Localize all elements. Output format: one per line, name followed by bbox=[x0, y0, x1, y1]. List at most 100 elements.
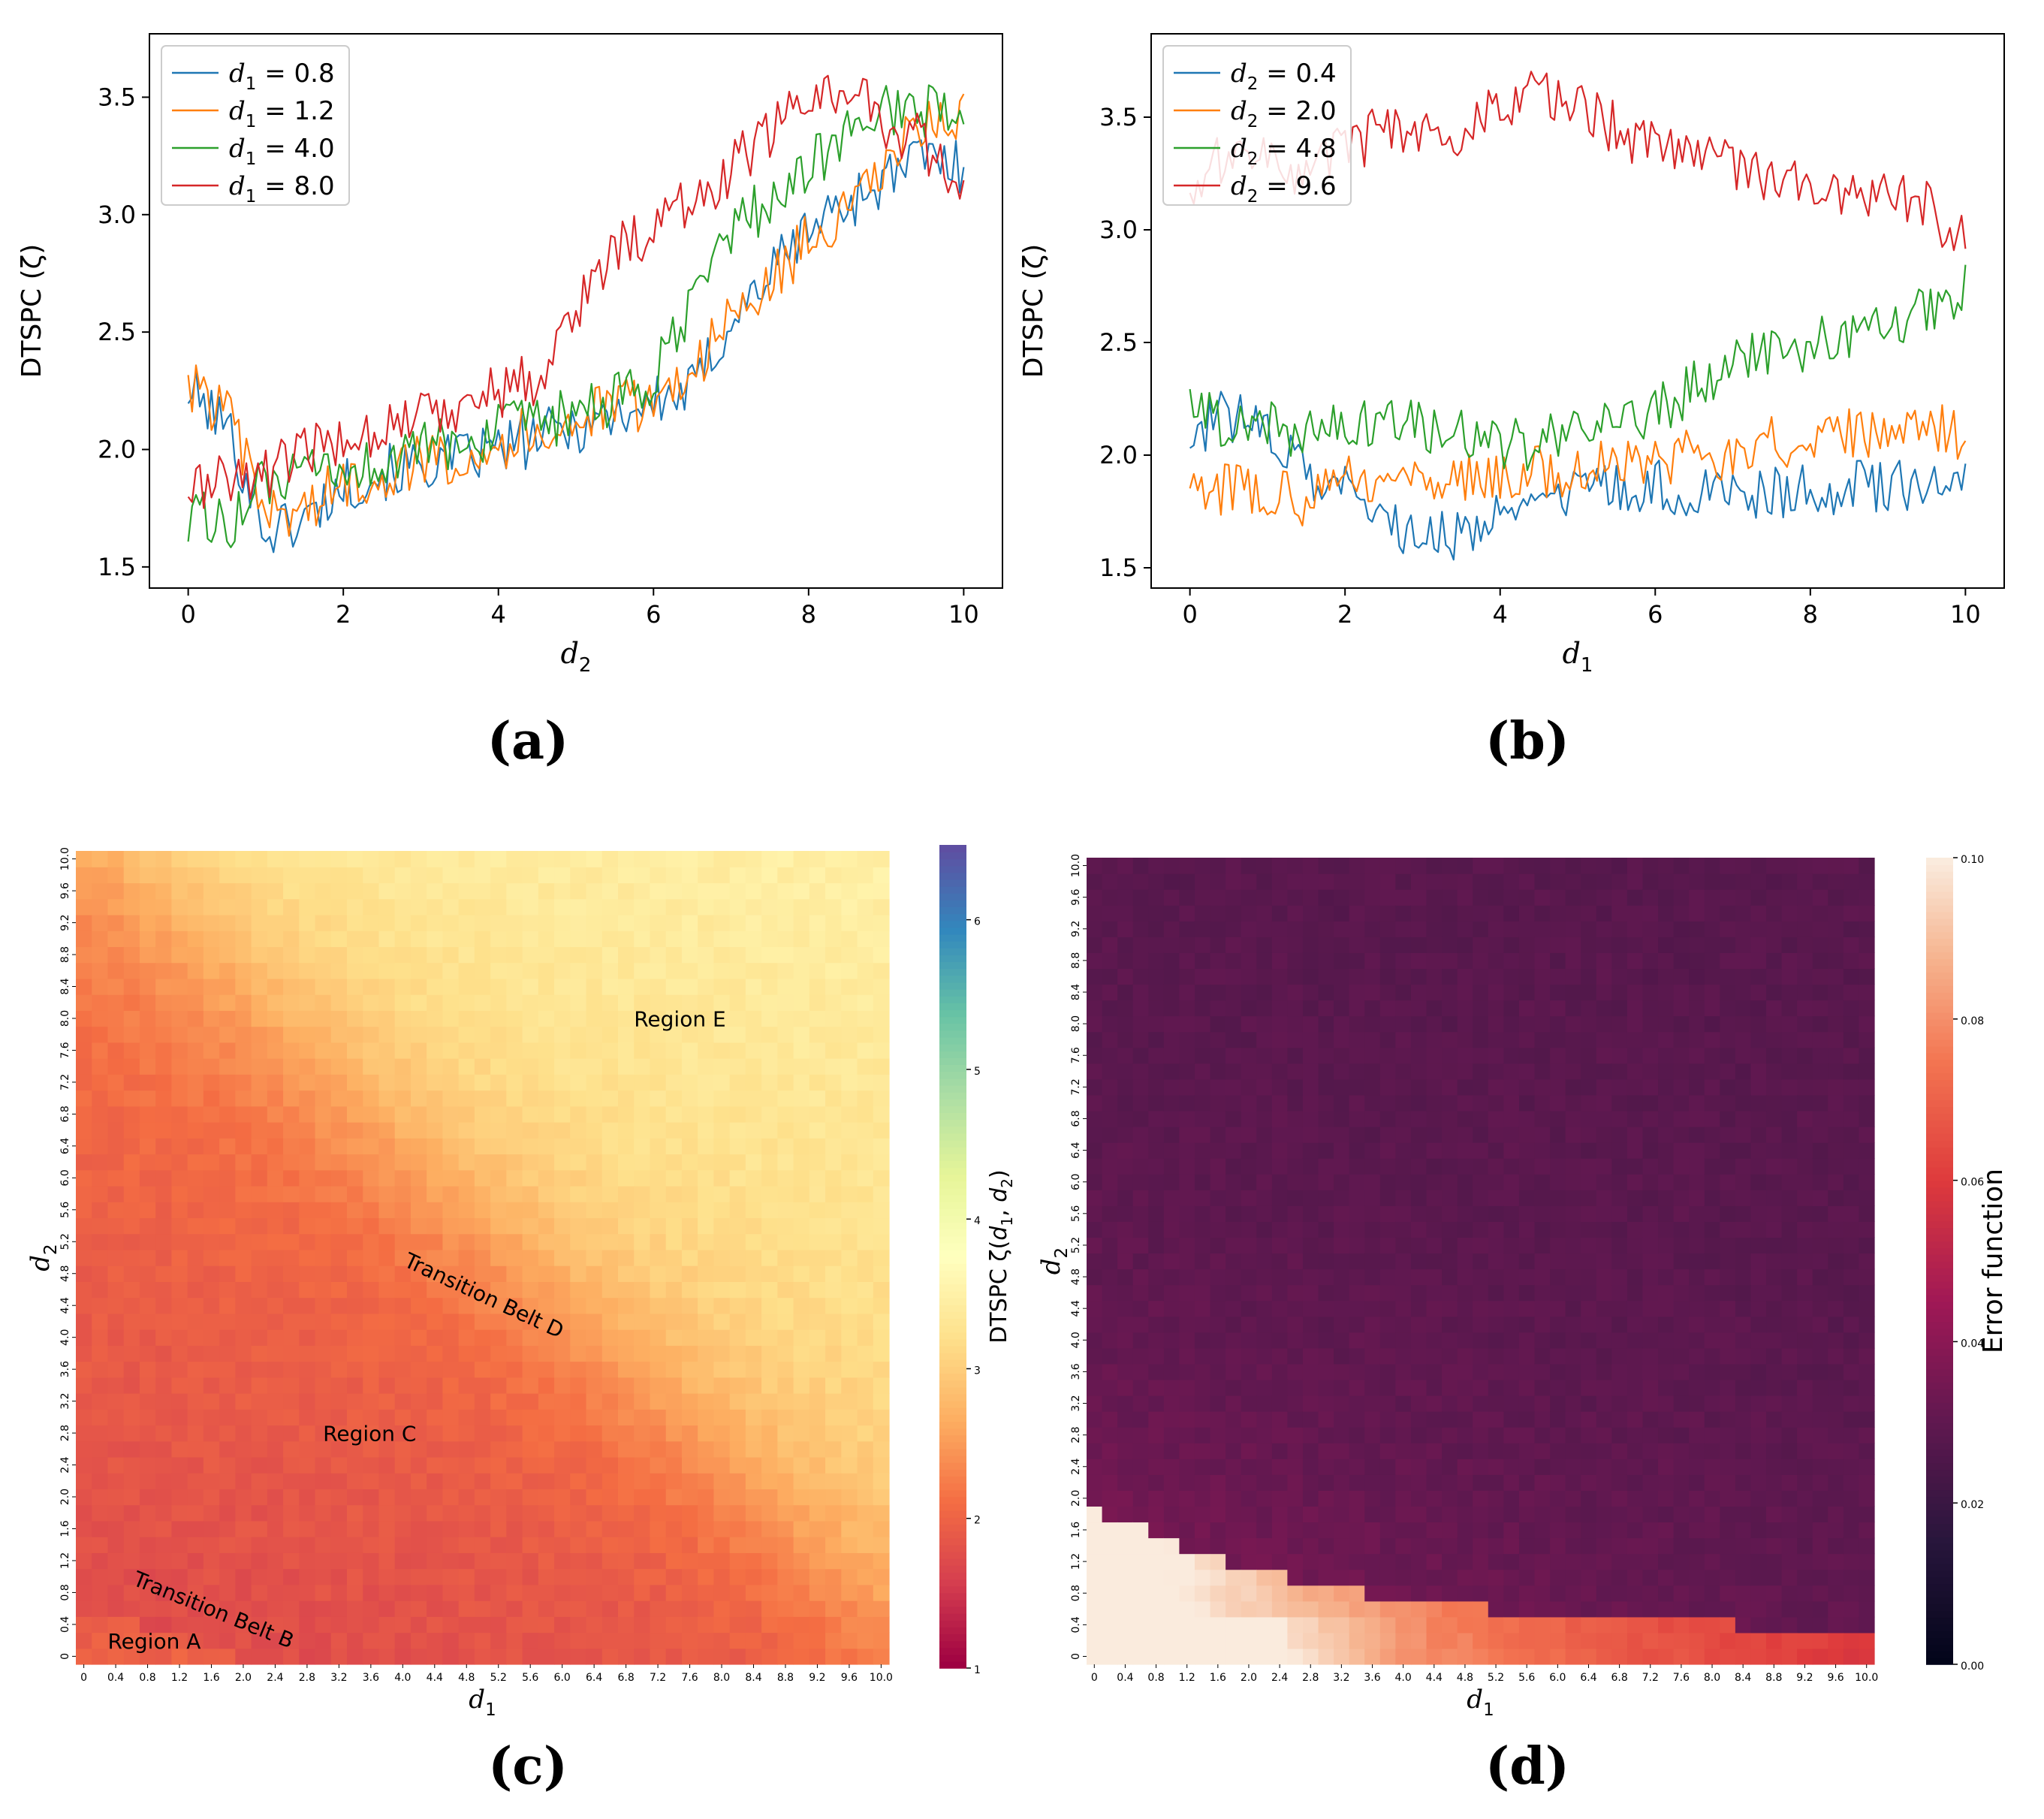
heatmap-cell bbox=[299, 1026, 316, 1043]
heatmap-cell bbox=[1225, 1268, 1242, 1286]
heatmap-cell bbox=[586, 1552, 603, 1570]
heatmap-cell bbox=[665, 1074, 683, 1091]
heatmap-cell bbox=[394, 1138, 412, 1155]
heatmap-cell bbox=[698, 962, 715, 979]
heatmap-cell bbox=[1689, 1427, 1705, 1443]
heatmap-cell bbox=[634, 1026, 651, 1043]
heatmap-cell bbox=[1488, 1585, 1504, 1602]
heatmap-cell bbox=[1658, 1490, 1675, 1507]
heatmap-cell bbox=[809, 1297, 826, 1314]
heatmap-cell bbox=[793, 1042, 810, 1059]
heatmap-cell bbox=[490, 931, 507, 948]
colorbar-step bbox=[939, 913, 966, 922]
heatmap-cell bbox=[825, 1504, 842, 1522]
heatmap-cell bbox=[442, 1074, 460, 1091]
heatmap-cell bbox=[1210, 1569, 1226, 1586]
heatmap-cell bbox=[1503, 1316, 1520, 1333]
heatmap-cell bbox=[1349, 1253, 1365, 1270]
heatmap-cell bbox=[1117, 1459, 1134, 1475]
heatmap-cell bbox=[601, 1169, 619, 1187]
colorbar-step bbox=[939, 1551, 966, 1559]
heatmap-cell bbox=[442, 1010, 460, 1027]
heatmap-cell bbox=[618, 1281, 635, 1299]
heatmap-cell bbox=[442, 1202, 460, 1219]
heatmap-cell bbox=[1658, 1300, 1675, 1317]
heatmap-cell bbox=[1642, 1537, 1659, 1555]
heatmap-cell bbox=[251, 1456, 268, 1474]
heatmap-cell bbox=[410, 931, 427, 948]
heatmap-cell bbox=[1087, 968, 1103, 985]
heatmap-cell bbox=[522, 1010, 539, 1027]
heatmap-cell bbox=[187, 1281, 204, 1299]
heatmap-cell bbox=[1611, 1205, 1628, 1222]
heatmap-cell bbox=[267, 1249, 284, 1266]
heatmap-cell bbox=[761, 1377, 778, 1394]
heatmap-cell bbox=[1488, 1600, 1504, 1618]
heatmap-cell bbox=[1179, 1094, 1195, 1112]
heatmap-cell bbox=[155, 1026, 173, 1043]
heatmap-cell bbox=[1426, 1490, 1443, 1507]
heatmap-cell bbox=[1241, 1522, 1257, 1539]
heatmap-cell bbox=[1457, 968, 1473, 985]
heatmap-cell bbox=[1364, 1363, 1381, 1380]
heatmap-cell bbox=[427, 1473, 444, 1490]
heatmap-cell bbox=[601, 1489, 619, 1506]
heatmap-cell bbox=[219, 1169, 236, 1187]
heatmap-cell bbox=[809, 1233, 826, 1250]
heatmap-cell bbox=[825, 1440, 842, 1458]
heatmap-cell bbox=[522, 1233, 539, 1250]
heatmap-cell bbox=[554, 1504, 571, 1522]
heatmap-cell bbox=[1473, 1379, 1489, 1396]
heatmap-cell bbox=[427, 1074, 444, 1091]
heatmap-cell bbox=[1148, 873, 1165, 890]
y-tick-label: 0 bbox=[59, 1653, 71, 1660]
heatmap-cell bbox=[474, 1568, 491, 1585]
heatmap-cell bbox=[92, 1409, 109, 1426]
heatmap-cell bbox=[745, 1090, 762, 1107]
heatmap-cell bbox=[586, 1504, 603, 1522]
heatmap-cell bbox=[1364, 1078, 1381, 1096]
heatmap-cell bbox=[458, 1489, 475, 1506]
heatmap-cell bbox=[1102, 1047, 1118, 1064]
heatmap-cell bbox=[809, 1058, 826, 1075]
heatmap-cell bbox=[458, 1329, 475, 1346]
heatmap-cell bbox=[1179, 1190, 1195, 1206]
heatmap-cell bbox=[1163, 1110, 1180, 1127]
heatmap-cell bbox=[1148, 1205, 1165, 1222]
heatmap-cell bbox=[554, 1552, 571, 1570]
heatmap-cell bbox=[1117, 1268, 1134, 1286]
heatmap-cell bbox=[1426, 921, 1443, 937]
heatmap-cell bbox=[809, 1345, 826, 1362]
heatmap-cell bbox=[538, 1520, 555, 1537]
heatmap-cell bbox=[1689, 1632, 1705, 1649]
heatmap-cell bbox=[1611, 952, 1628, 970]
heatmap-cell bbox=[745, 1600, 762, 1617]
heatmap-cell bbox=[1565, 1347, 1581, 1365]
heatmap-cell bbox=[570, 1600, 587, 1617]
heatmap-cell bbox=[1364, 1506, 1381, 1523]
heatmap-cell bbox=[1225, 1094, 1242, 1112]
heatmap-cell bbox=[1518, 1031, 1536, 1048]
heatmap-cell bbox=[1163, 1190, 1180, 1206]
heatmap-cell bbox=[1611, 1347, 1628, 1365]
heatmap-cell bbox=[618, 1425, 635, 1442]
heatmap-cell bbox=[474, 1154, 491, 1171]
heatmap-cell bbox=[681, 1489, 698, 1506]
colorbar-step bbox=[939, 1167, 966, 1175]
heatmap-cell bbox=[1550, 1522, 1566, 1539]
heatmap-cell bbox=[1087, 1253, 1103, 1270]
y-tick-label: 3.6 bbox=[59, 1361, 71, 1377]
heatmap-cell bbox=[427, 1377, 444, 1394]
heatmap-cell bbox=[251, 1600, 268, 1617]
heatmap-cell bbox=[841, 1568, 858, 1585]
heatmap-cell bbox=[538, 1329, 555, 1346]
heatmap-cell bbox=[873, 1249, 890, 1266]
heatmap-cell bbox=[761, 1616, 778, 1633]
heatmap-cell bbox=[410, 1281, 427, 1299]
heatmap-cell bbox=[713, 1537, 731, 1553]
heatmap-cell bbox=[1148, 1632, 1165, 1649]
heatmap-cell bbox=[267, 931, 284, 948]
heatmap-cell bbox=[1410, 1190, 1427, 1206]
heatmap-cell bbox=[1364, 1047, 1381, 1064]
heatmap-cell bbox=[1287, 1490, 1304, 1507]
